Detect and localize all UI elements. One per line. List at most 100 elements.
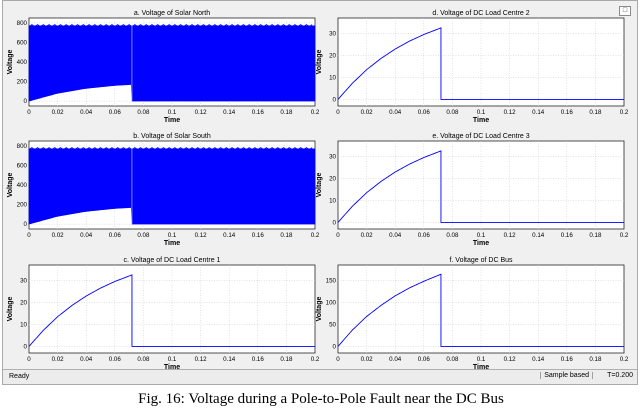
x-tick-label: 0 <box>336 109 340 116</box>
x-tick-label: 0.16 <box>561 109 574 116</box>
x-tick-label: 0.18 <box>589 356 602 363</box>
x-tick-label: 0.04 <box>389 109 402 116</box>
scope-window: 0 0.02 0.04 0.06 0.08 0.1 0.12 0.14 0.16 0.18 0.2 0… <box>2 0 638 385</box>
plots-canvas: 0 0.02 0.04 0.06 0.08 0.1 0.12 0.14 0.16 0.18 0.2 0… <box>7 10 629 371</box>
chart-title: f. Voltage of DC Bus <box>449 257 513 264</box>
y-axis-label: Voltage <box>7 173 14 198</box>
x-axis-label: Time <box>164 117 180 124</box>
x-tick-label: 0.16 <box>252 232 265 239</box>
x-tick-label: 0.08 <box>446 232 459 239</box>
x-tick-label: 0.16 <box>561 232 574 239</box>
x-tick-label: 0.14 <box>223 232 236 239</box>
x-tick-label: 0.02 <box>361 109 374 116</box>
x-tick-label: 0.06 <box>109 356 122 363</box>
x-tick-label: 0.1 <box>168 356 177 363</box>
y-tick-label: 10 <box>329 197 336 204</box>
x-tick-label: 0.16 <box>252 109 265 116</box>
series-line <box>28 274 315 347</box>
y-axis-label: Voltage <box>7 50 14 75</box>
y-axis-label: Voltage <box>316 173 323 198</box>
x-tick-label: 0.06 <box>418 232 431 239</box>
x-axis-label: Time <box>164 240 180 247</box>
y-tick-label: 600 <box>17 39 28 46</box>
x-tick-label: 0.06 <box>418 109 431 116</box>
x-tick-label: 0.14 <box>532 232 545 239</box>
series-band <box>28 148 316 225</box>
status-mode: Sample based <box>540 372 593 379</box>
y-axis-label: Voltage <box>7 297 14 322</box>
chart-title: b. Voltage of Solar South <box>133 133 211 140</box>
x-tick-label: 0.14 <box>223 109 236 116</box>
status-text: Ready <box>9 373 30 380</box>
chart-title: d. Voltage of DC Load Centre 2 <box>432 10 529 17</box>
chart-2: 0 0.02 0.04 0.06 0.08 0.1 0.12 0.14 0.16 0.18 0.2 0… <box>316 10 629 124</box>
x-tick-label: 0.1 <box>168 232 177 239</box>
y-tick-label: 800 <box>17 20 28 27</box>
y-tick-label: 50 <box>329 321 336 328</box>
x-tick-label: 0.04 <box>80 232 93 239</box>
x-tick-label: 0.08 <box>137 232 150 239</box>
x-tick-label: 0.06 <box>109 232 122 239</box>
x-tick-label: 0.1 <box>168 109 177 116</box>
chart-3: 0 0.02 0.04 0.06 0.08 0.1 0.12 0.14 0.16 0.18 0.2 0… <box>7 133 320 247</box>
series-line <box>337 27 624 100</box>
y-tick-label: 20 <box>329 175 336 182</box>
x-tick-label: 0 <box>336 356 340 363</box>
x-tick-label: 0.1 <box>477 109 486 116</box>
y-tick-label: 0 <box>333 219 337 226</box>
x-tick-label: 0.02 <box>52 356 65 363</box>
y-axis-label: Voltage <box>316 297 323 322</box>
chart-title: a. Voltage of Solar North <box>134 10 210 17</box>
x-tick-label: 0.2 <box>620 232 629 239</box>
x-axis-label: Time <box>473 364 489 371</box>
x-tick-label: 0.06 <box>418 356 431 363</box>
x-tick-label: 0 <box>27 232 31 239</box>
status-time: T=0.200 <box>607 372 633 379</box>
x-tick-label: 0.02 <box>361 232 374 239</box>
x-tick-label: 0.14 <box>223 356 236 363</box>
chart-title: e. Voltage of DC Load Centre 3 <box>432 133 529 140</box>
x-tick-label: 0.08 <box>446 356 459 363</box>
x-tick-label: 0.08 <box>446 109 459 116</box>
x-axis-label: Time <box>473 117 489 124</box>
x-tick-label: 0.2 <box>311 356 320 363</box>
x-tick-label: 0.04 <box>389 232 402 239</box>
chart-4: 0 0.02 0.04 0.06 0.08 0.1 0.12 0.14 0.16 0.18 0.2 0… <box>316 133 629 247</box>
x-tick-label: 0.18 <box>280 109 293 116</box>
x-tick-label: 0.12 <box>195 232 208 239</box>
x-tick-label: 0.12 <box>504 232 517 239</box>
y-axis-label: Voltage <box>316 50 323 75</box>
x-tick-label: 0.18 <box>280 232 293 239</box>
y-tick-label: 30 <box>329 30 336 37</box>
x-tick-label: 0.18 <box>280 356 293 363</box>
x-tick-label: 0.1 <box>477 232 486 239</box>
x-tick-label: 0.02 <box>52 232 65 239</box>
figure-caption: Fig. 16: Voltage during a Pole-to-Pole F… <box>138 391 504 407</box>
series-ripple <box>28 147 313 151</box>
y-tick-label: 30 <box>329 153 336 160</box>
x-tick-label: 0.04 <box>80 109 93 116</box>
series-line <box>337 273 624 347</box>
x-tick-label: 0.2 <box>620 109 629 116</box>
x-tick-label: 0 <box>27 356 31 363</box>
x-tick-label: 0.12 <box>504 109 517 116</box>
x-tick-label: 0.04 <box>80 356 93 363</box>
x-tick-label: 0.12 <box>504 356 517 363</box>
x-tick-label: 0.2 <box>620 356 629 363</box>
x-tick-label: 0.14 <box>532 109 545 116</box>
status-bar: Ready Sample based T=0.200 <box>3 369 637 384</box>
y-tick-label: 20 <box>329 52 336 59</box>
x-tick-label: 0 <box>336 232 340 239</box>
x-tick-label: 0.1 <box>477 356 486 363</box>
x-tick-label: 0.14 <box>532 356 545 363</box>
y-tick-label: 150 <box>326 277 337 284</box>
y-tick-label: 400 <box>17 182 28 189</box>
series-band <box>28 25 316 102</box>
x-axis-label: Time <box>473 240 489 247</box>
series-line <box>337 150 624 223</box>
x-tick-label: 0 <box>27 109 31 116</box>
x-tick-label: 0.02 <box>52 109 65 116</box>
restore-icon[interactable]: □ <box>619 6 631 16</box>
chart-6: 0 0.02 0.04 0.06 0.08 0.1 0.12 0.14 0.16 0.18 0.2 0… <box>316 257 629 371</box>
y-tick-label: 0 <box>24 221 28 228</box>
